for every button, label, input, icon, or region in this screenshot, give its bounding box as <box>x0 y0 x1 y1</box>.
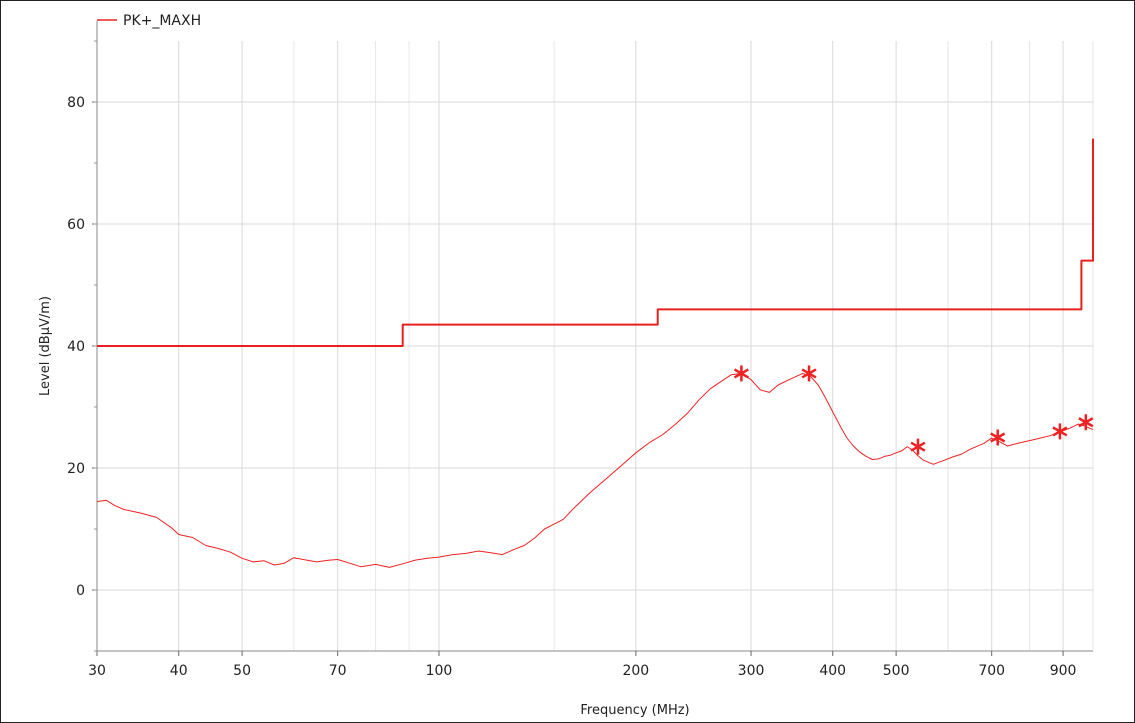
x-tick-label: 200 <box>622 663 649 679</box>
legend: PK+_MAXH <box>97 13 201 29</box>
y-tick-label: 20 <box>67 461 85 477</box>
x-tick-label: 70 <box>329 663 347 679</box>
x-tick-label: 100 <box>426 663 453 679</box>
peak-marker <box>801 365 817 382</box>
legend-entry: PK+_MAXH <box>123 13 201 29</box>
y-tick-label: 80 <box>67 95 85 111</box>
x-tick-label: 500 <box>883 663 910 679</box>
peak-marker <box>990 429 1006 446</box>
peak-markers <box>733 365 1094 455</box>
x-tick-label: 400 <box>819 663 846 679</box>
peak-marker <box>910 438 926 455</box>
peak-marker <box>1052 423 1068 440</box>
x-tick-label: 700 <box>978 663 1005 679</box>
x-tick-label: 50 <box>233 663 251 679</box>
series <box>96 138 1094 568</box>
y-tick-label: 40 <box>67 339 85 355</box>
series-line <box>96 372 1094 568</box>
peak-marker <box>1078 414 1094 431</box>
x-tick-label: 900 <box>1050 663 1077 679</box>
y-axis-label: Level (dBµV/m) <box>38 296 53 396</box>
x-tick-label: 300 <box>738 663 765 679</box>
x-tick-label: 30 <box>88 663 106 679</box>
peak-marker <box>733 365 749 382</box>
x-tick-label: 40 <box>170 663 188 679</box>
limit-line <box>97 138 1094 347</box>
x-axis-label: Frequency (MHz) <box>580 703 689 718</box>
y-tick-label: 0 <box>76 583 85 599</box>
tick-labels: 30 40 50 70 100 200 300 400 500 700 900 0 20 40 60 80 <box>67 40 1077 679</box>
y-tick-label: 60 <box>67 217 85 233</box>
